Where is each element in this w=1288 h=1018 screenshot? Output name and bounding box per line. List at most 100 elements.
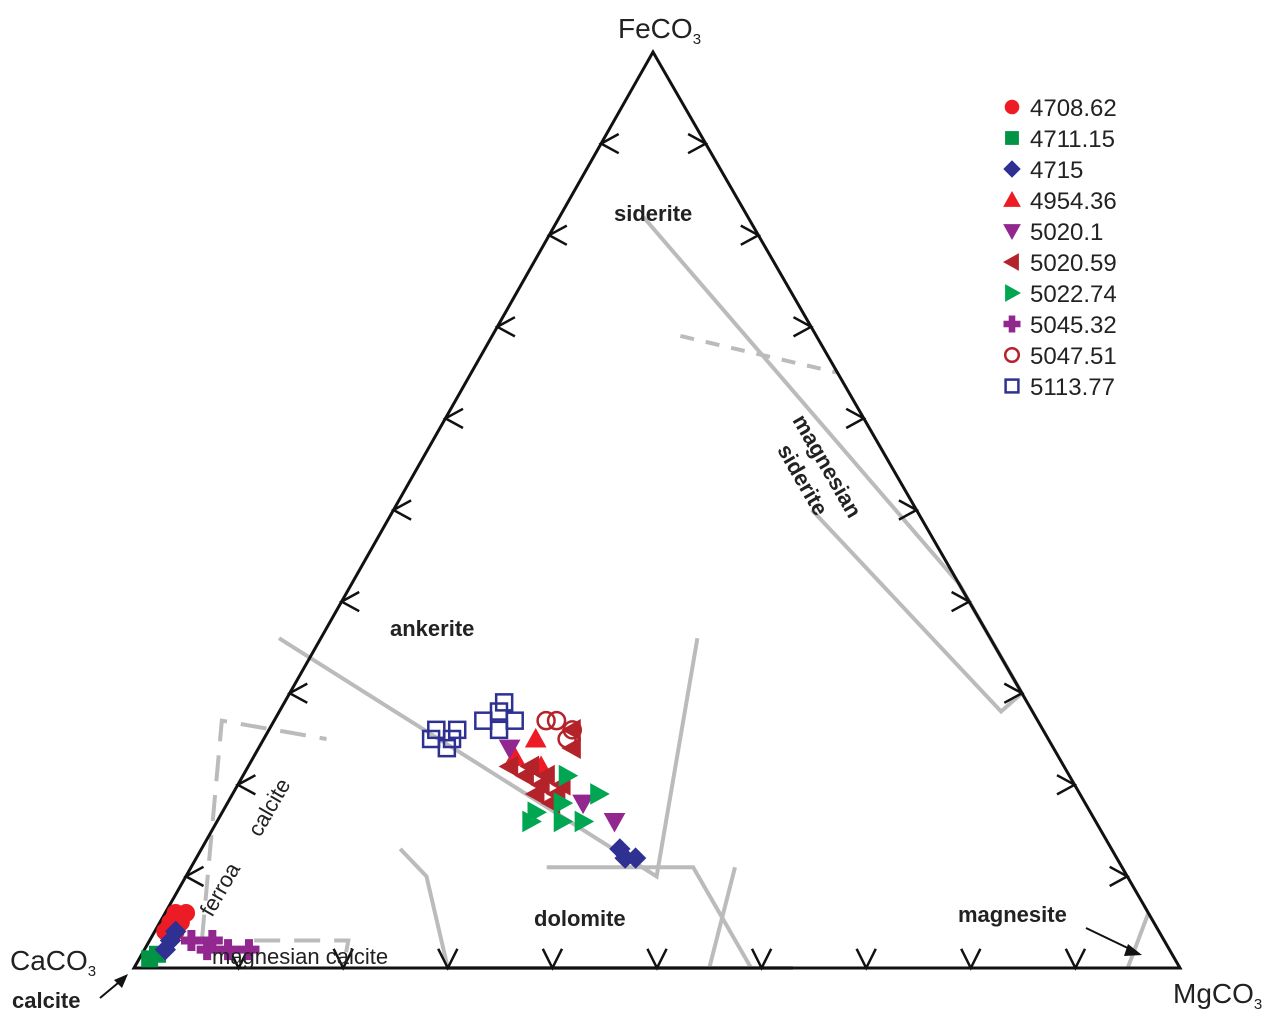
data-point-4-1 bbox=[603, 812, 626, 833]
legend-label-2: 4715 bbox=[1030, 157, 1083, 184]
boundary-magnesite bbox=[1125, 912, 1151, 969]
data-point-5-2 bbox=[524, 783, 545, 805]
boundary-magnesian-calcite bbox=[254, 938, 351, 969]
data-point-6-5 bbox=[590, 783, 610, 805]
legend-label-0: 4708.62 bbox=[1030, 95, 1117, 122]
tick-right-7 bbox=[792, 316, 814, 338]
data-point-3-2 bbox=[524, 727, 547, 748]
field-label-ferroan-2: calcite bbox=[243, 774, 296, 841]
data-point-8-2 bbox=[536, 710, 556, 731]
data-point-2-4 bbox=[624, 847, 647, 869]
tick-bottom-4 bbox=[541, 948, 564, 971]
tick-left-6 bbox=[442, 407, 464, 430]
legend-marker-8 bbox=[1003, 346, 1021, 364]
data-point-9-8 bbox=[505, 711, 524, 730]
data-point-2-1 bbox=[154, 938, 177, 961]
tick-left-5 bbox=[390, 499, 412, 521]
tick-left-9 bbox=[598, 132, 620, 155]
tick-left-8 bbox=[546, 224, 568, 246]
data-point-9-4 bbox=[421, 729, 441, 749]
tick-bottom-5 bbox=[646, 948, 668, 971]
data-point-9-9 bbox=[474, 711, 493, 730]
legend-label-1: 4711.15 bbox=[1030, 126, 1115, 153]
field-label-calcite: calcite bbox=[12, 988, 81, 1013]
boundary-ferroan-calcite bbox=[199, 718, 327, 941]
field-label-magnesian-calcite: magnesian calcite bbox=[212, 944, 388, 969]
tick-left-7 bbox=[494, 316, 516, 338]
tick-right-5 bbox=[898, 499, 920, 521]
data-point-9-5 bbox=[489, 720, 509, 740]
legend-marker-7 bbox=[1003, 315, 1021, 333]
legend-label-9: 5113.77 bbox=[1030, 374, 1115, 401]
data-point-2-5 bbox=[609, 838, 631, 860]
data-point-6-6 bbox=[558, 764, 579, 787]
legend-label-3: 4954.36 bbox=[1030, 188, 1117, 215]
legend-marker-0 bbox=[1004, 99, 1020, 115]
legend-marker-3 bbox=[1003, 190, 1021, 207]
legend: 4708.62 4711.15 4715 4954.36 5020.1 5020.59 50… bbox=[1002, 95, 1117, 401]
data-point-7-2 bbox=[238, 939, 260, 961]
data-point-5-9 bbox=[498, 755, 519, 778]
data-point-7-1 bbox=[217, 939, 239, 961]
tick-bottom-9 bbox=[1064, 948, 1087, 971]
tick-left-4 bbox=[338, 590, 360, 613]
field-label-dolomite: dolomite bbox=[534, 906, 626, 931]
tick-right-3 bbox=[1003, 682, 1025, 704]
boundary-ankerite bbox=[277, 636, 700, 880]
tick-bottom-3 bbox=[437, 948, 459, 971]
triangle-axes bbox=[131, 48, 1183, 970]
tick-bottom-6 bbox=[750, 948, 773, 971]
legend-label-7: 5045.32 bbox=[1030, 312, 1117, 339]
tick-right-6 bbox=[845, 407, 867, 430]
boundary-magnesian-siderite bbox=[810, 508, 1025, 715]
field-label-ankerite: ankerite bbox=[390, 616, 474, 641]
tick-right-4 bbox=[951, 590, 972, 613]
data-point-9-3 bbox=[447, 720, 467, 740]
tick-bottom-7 bbox=[855, 948, 877, 971]
axis-ticks bbox=[183, 132, 1130, 971]
tick-left-3 bbox=[287, 682, 308, 704]
legend-label-5: 5020.59 bbox=[1030, 250, 1117, 277]
tick-right-8 bbox=[740, 224, 762, 246]
boundary-siderite-split bbox=[679, 334, 838, 375]
legend-label-4: 5020.1 bbox=[1030, 219, 1103, 246]
data-point-6-1 bbox=[527, 801, 548, 824]
legend-marker-2 bbox=[1003, 160, 1021, 178]
data-point-8-3 bbox=[557, 729, 577, 749]
vertex-label-right: MgCO3 bbox=[1173, 978, 1262, 1013]
tick-left-1 bbox=[183, 865, 205, 888]
legend-marker-1 bbox=[1005, 131, 1019, 145]
tick-left-2 bbox=[235, 774, 256, 796]
data-point-6-4 bbox=[553, 792, 574, 814]
legend-marker-6 bbox=[1005, 284, 1022, 302]
data-point-6-3 bbox=[574, 810, 595, 833]
tick-right-1 bbox=[1109, 865, 1130, 888]
data-point-2-2 bbox=[164, 920, 187, 943]
legend-marker-9 bbox=[1004, 378, 1020, 394]
legend-label-8: 5047.51 bbox=[1030, 343, 1117, 370]
data-point-6-2 bbox=[553, 810, 574, 833]
tick-right-9 bbox=[687, 132, 709, 155]
data-point-4-2 bbox=[572, 794, 594, 815]
data-point-5-6 bbox=[514, 764, 534, 787]
triangle-outline bbox=[131, 48, 1183, 970]
vertex-label-left: CaCO3 bbox=[10, 945, 96, 980]
arrow-calcite bbox=[99, 974, 128, 999]
legend-marker-5 bbox=[1002, 253, 1019, 271]
field-label-magnesite: magnesite bbox=[958, 902, 1067, 927]
data-points bbox=[141, 693, 647, 968]
field-label-siderite: siderite bbox=[614, 201, 692, 226]
tick-bottom-2 bbox=[332, 948, 354, 971]
tick-right-2 bbox=[1056, 774, 1078, 796]
legend-marker-4 bbox=[1003, 224, 1021, 241]
arrow-magnesite bbox=[1085, 927, 1142, 956]
tick-bottom-8 bbox=[960, 948, 982, 971]
data-point-4-0 bbox=[498, 739, 521, 760]
data-point-8-0 bbox=[546, 710, 567, 731]
data-point-7-3 bbox=[180, 930, 202, 952]
data-point-5-1 bbox=[535, 764, 555, 787]
vertex-label-top: FeCO3 bbox=[618, 13, 701, 48]
field-boundaries bbox=[199, 215, 1151, 970]
legend-label-6: 5022.74 bbox=[1030, 281, 1117, 308]
